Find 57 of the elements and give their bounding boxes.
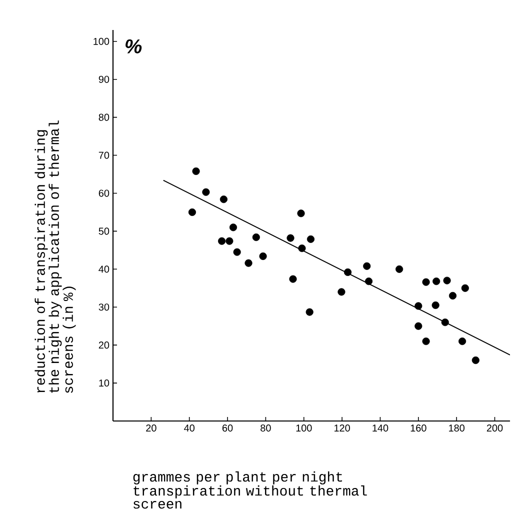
point bbox=[363, 262, 371, 270]
point bbox=[414, 322, 422, 330]
point bbox=[458, 337, 466, 346]
point bbox=[233, 248, 241, 256]
x-tick-label: 120 bbox=[334, 424, 350, 432]
y-tick-label: 40 bbox=[98, 266, 110, 273]
point bbox=[364, 278, 373, 286]
y-tick-label: 50 bbox=[98, 228, 110, 235]
point bbox=[432, 301, 440, 310]
point bbox=[289, 275, 297, 283]
point bbox=[461, 284, 469, 292]
x-axis-title: grammes per plant per night transpiration without thermal screen bbox=[133, 471, 367, 509]
point bbox=[396, 265, 404, 273]
point bbox=[344, 268, 352, 276]
x-tick-label: 100 bbox=[296, 424, 312, 432]
y-axis-title: reduction of transpiration during the night by application of thermal screens (in %) bbox=[34, 120, 76, 393]
point bbox=[443, 276, 451, 284]
y-tick-label: 70 bbox=[98, 152, 110, 159]
y-tick-label: 30 bbox=[98, 304, 110, 311]
point bbox=[297, 210, 305, 218]
y-tick-label: 60 bbox=[98, 190, 110, 197]
x-tick-label: 60 bbox=[222, 424, 233, 432]
point bbox=[286, 234, 294, 242]
x-tick-label: 200 bbox=[486, 424, 503, 432]
point bbox=[202, 188, 210, 196]
annotation: % bbox=[126, 39, 142, 54]
point bbox=[226, 237, 234, 245]
point bbox=[306, 235, 315, 243]
point bbox=[441, 318, 449, 326]
point bbox=[422, 337, 430, 346]
point bbox=[306, 308, 314, 316]
y-tick-label: 10 bbox=[99, 380, 110, 387]
point bbox=[188, 208, 196, 216]
point bbox=[244, 259, 252, 267]
x-tick-label: 20 bbox=[146, 424, 156, 432]
x-tick-label: 160 bbox=[410, 424, 426, 432]
y-tick-label: 20 bbox=[98, 342, 110, 349]
point bbox=[448, 292, 457, 300]
point bbox=[220, 196, 228, 204]
point bbox=[298, 244, 306, 252]
point bbox=[472, 356, 480, 364]
point bbox=[414, 302, 422, 310]
point bbox=[252, 233, 260, 242]
point bbox=[432, 278, 440, 286]
point bbox=[192, 167, 200, 175]
x-tick-label: 180 bbox=[449, 424, 464, 432]
y-tick-label: 80 bbox=[98, 114, 110, 121]
x-tick-label: 140 bbox=[372, 424, 388, 432]
point bbox=[229, 224, 238, 232]
point bbox=[338, 288, 346, 296]
point bbox=[422, 278, 430, 286]
y-tick-label: 90 bbox=[98, 76, 110, 83]
x-tick-label: 80 bbox=[260, 424, 271, 432]
x-tick-label: 40 bbox=[184, 424, 195, 432]
y-tick-label: 100 bbox=[94, 38, 110, 45]
point bbox=[218, 237, 226, 245]
point bbox=[259, 252, 267, 260]
